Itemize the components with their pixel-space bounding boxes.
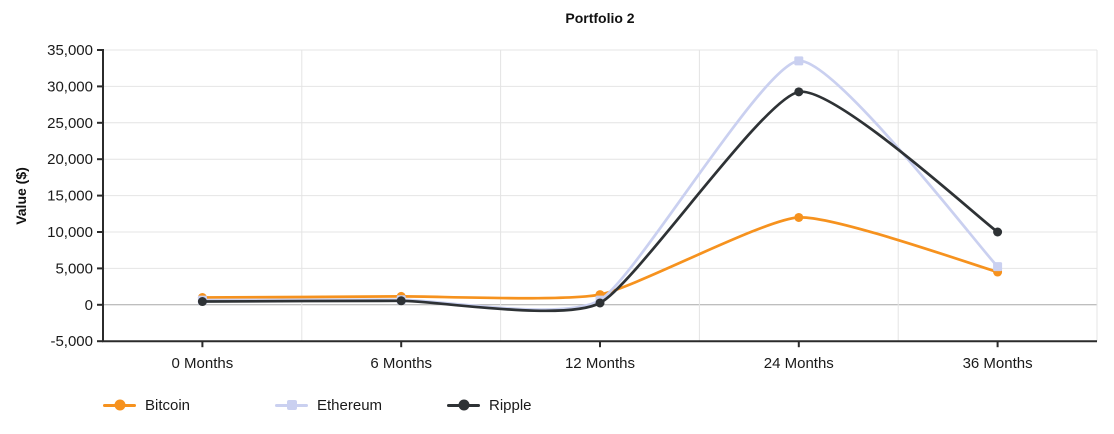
legend: Bitcoin Ethereum Ripple xyxy=(103,395,619,415)
x-tick-label: 12 Months xyxy=(565,355,635,372)
legend-marker-ethereum xyxy=(286,400,297,410)
x-tick-label: 0 Months xyxy=(172,355,234,372)
x-tick-label: 24 Months xyxy=(764,355,834,372)
series-marker-ethereum xyxy=(794,56,804,66)
legend-marker-bitcoin xyxy=(114,399,125,411)
x-tick-label: 36 Months xyxy=(963,355,1033,372)
series-marker-ripple xyxy=(396,296,406,306)
y-tick-label: 25,000 xyxy=(47,115,93,132)
y-tick-label: 5,000 xyxy=(55,260,93,277)
series-marker-ethereum xyxy=(993,262,1003,272)
legend-swatch-bitcoin-icon xyxy=(103,399,136,411)
legend-label-bitcoin: Bitcoin xyxy=(145,396,191,414)
y-tick-label: 30,000 xyxy=(47,78,93,95)
series-marker-ripple xyxy=(993,227,1003,237)
series-line-bitcoin xyxy=(201,216,999,300)
y-tick-label: 35,000 xyxy=(47,42,93,59)
series-line-ethereum xyxy=(201,59,999,311)
legend-item-bitcoin[interactable]: Bitcoin xyxy=(103,397,275,414)
series-marker-ripple xyxy=(595,298,605,308)
legend-marker-ripple xyxy=(458,399,469,411)
y-tick-label: 15,000 xyxy=(47,188,93,205)
chart-title: Portfolio 2 xyxy=(565,10,635,26)
x-tick-label: 6 Months xyxy=(370,355,432,372)
y-tick-label: 0 xyxy=(85,297,93,314)
plot-area: 35,000 30,000 25,000 20,000 15,000 10,000 5,00… xyxy=(47,42,1098,372)
legend-swatch-ethereum-icon xyxy=(275,399,308,411)
legend-label-ripple: Ripple xyxy=(489,396,532,414)
legend-label-ethereum: Ethereum xyxy=(317,396,383,414)
series-marker-bitcoin xyxy=(794,212,804,222)
series-marker-ripple xyxy=(197,297,207,307)
legend-swatch-ripple-icon xyxy=(447,399,480,411)
y-tick-label: -5,000 xyxy=(50,333,93,350)
legend-item-ripple[interactable]: Ripple xyxy=(447,397,619,414)
legend-item-ethereum[interactable]: Ethereum xyxy=(275,397,447,414)
series-line-ripple xyxy=(201,90,999,313)
y-tick-label: 10,000 xyxy=(47,224,93,241)
y-tick-label: 20,000 xyxy=(47,151,93,168)
series-marker-ripple xyxy=(794,87,804,97)
